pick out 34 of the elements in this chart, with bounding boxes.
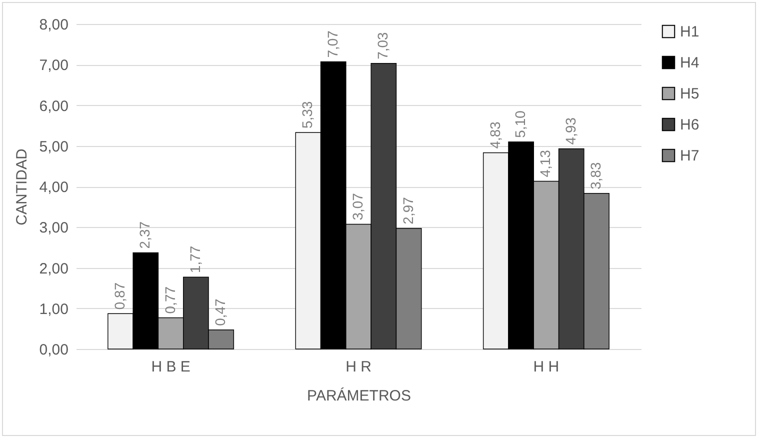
legend-label: H6	[680, 116, 700, 134]
y-tick-label: 3,00	[39, 220, 68, 237]
y-axis-title: CANTIDAD	[13, 148, 30, 226]
x-tick-label: H R	[346, 358, 372, 376]
data-label: 7,07	[324, 30, 340, 58]
data-label: 7,03	[374, 32, 391, 60]
y-tick-label: 1,00	[39, 300, 68, 318]
data-label: 0,87	[111, 282, 128, 310]
data-label: 0,47	[212, 298, 228, 326]
y-tick-label: 8,00	[39, 16, 68, 34]
y-tick-label: 4,00	[39, 179, 68, 196]
legend-label: H5	[680, 86, 700, 102]
y-tick-label: 6,00	[39, 98, 68, 115]
data-label: 3,83	[588, 162, 604, 190]
y-tick-label: 0,00	[39, 342, 68, 358]
y-tick-label: 5,00	[39, 138, 68, 156]
y-tick-label: 7,00	[39, 57, 68, 74]
data-label: 2,37	[136, 221, 153, 249]
legend-label: H1	[680, 24, 700, 40]
legend-label: H7	[680, 148, 700, 164]
x-tick-label: H H	[533, 358, 560, 376]
data-label: 5,10	[512, 110, 528, 138]
data-label: 4,13	[537, 150, 554, 178]
data-label: 0,77	[162, 286, 178, 314]
data-label: 5,33	[299, 101, 316, 128]
data-label: 3,07	[350, 192, 366, 220]
legend-label: H4	[680, 54, 700, 72]
x-tick-label: H B E	[151, 358, 190, 376]
data-label: 4,83	[486, 121, 503, 149]
data-label: 1,77	[186, 246, 203, 274]
y-tick-label: 2,00	[39, 260, 68, 278]
data-label: 2,97	[400, 196, 416, 224]
x-axis-title: PARÁMETROS	[307, 386, 411, 404]
data-label: 4,93	[562, 117, 578, 145]
